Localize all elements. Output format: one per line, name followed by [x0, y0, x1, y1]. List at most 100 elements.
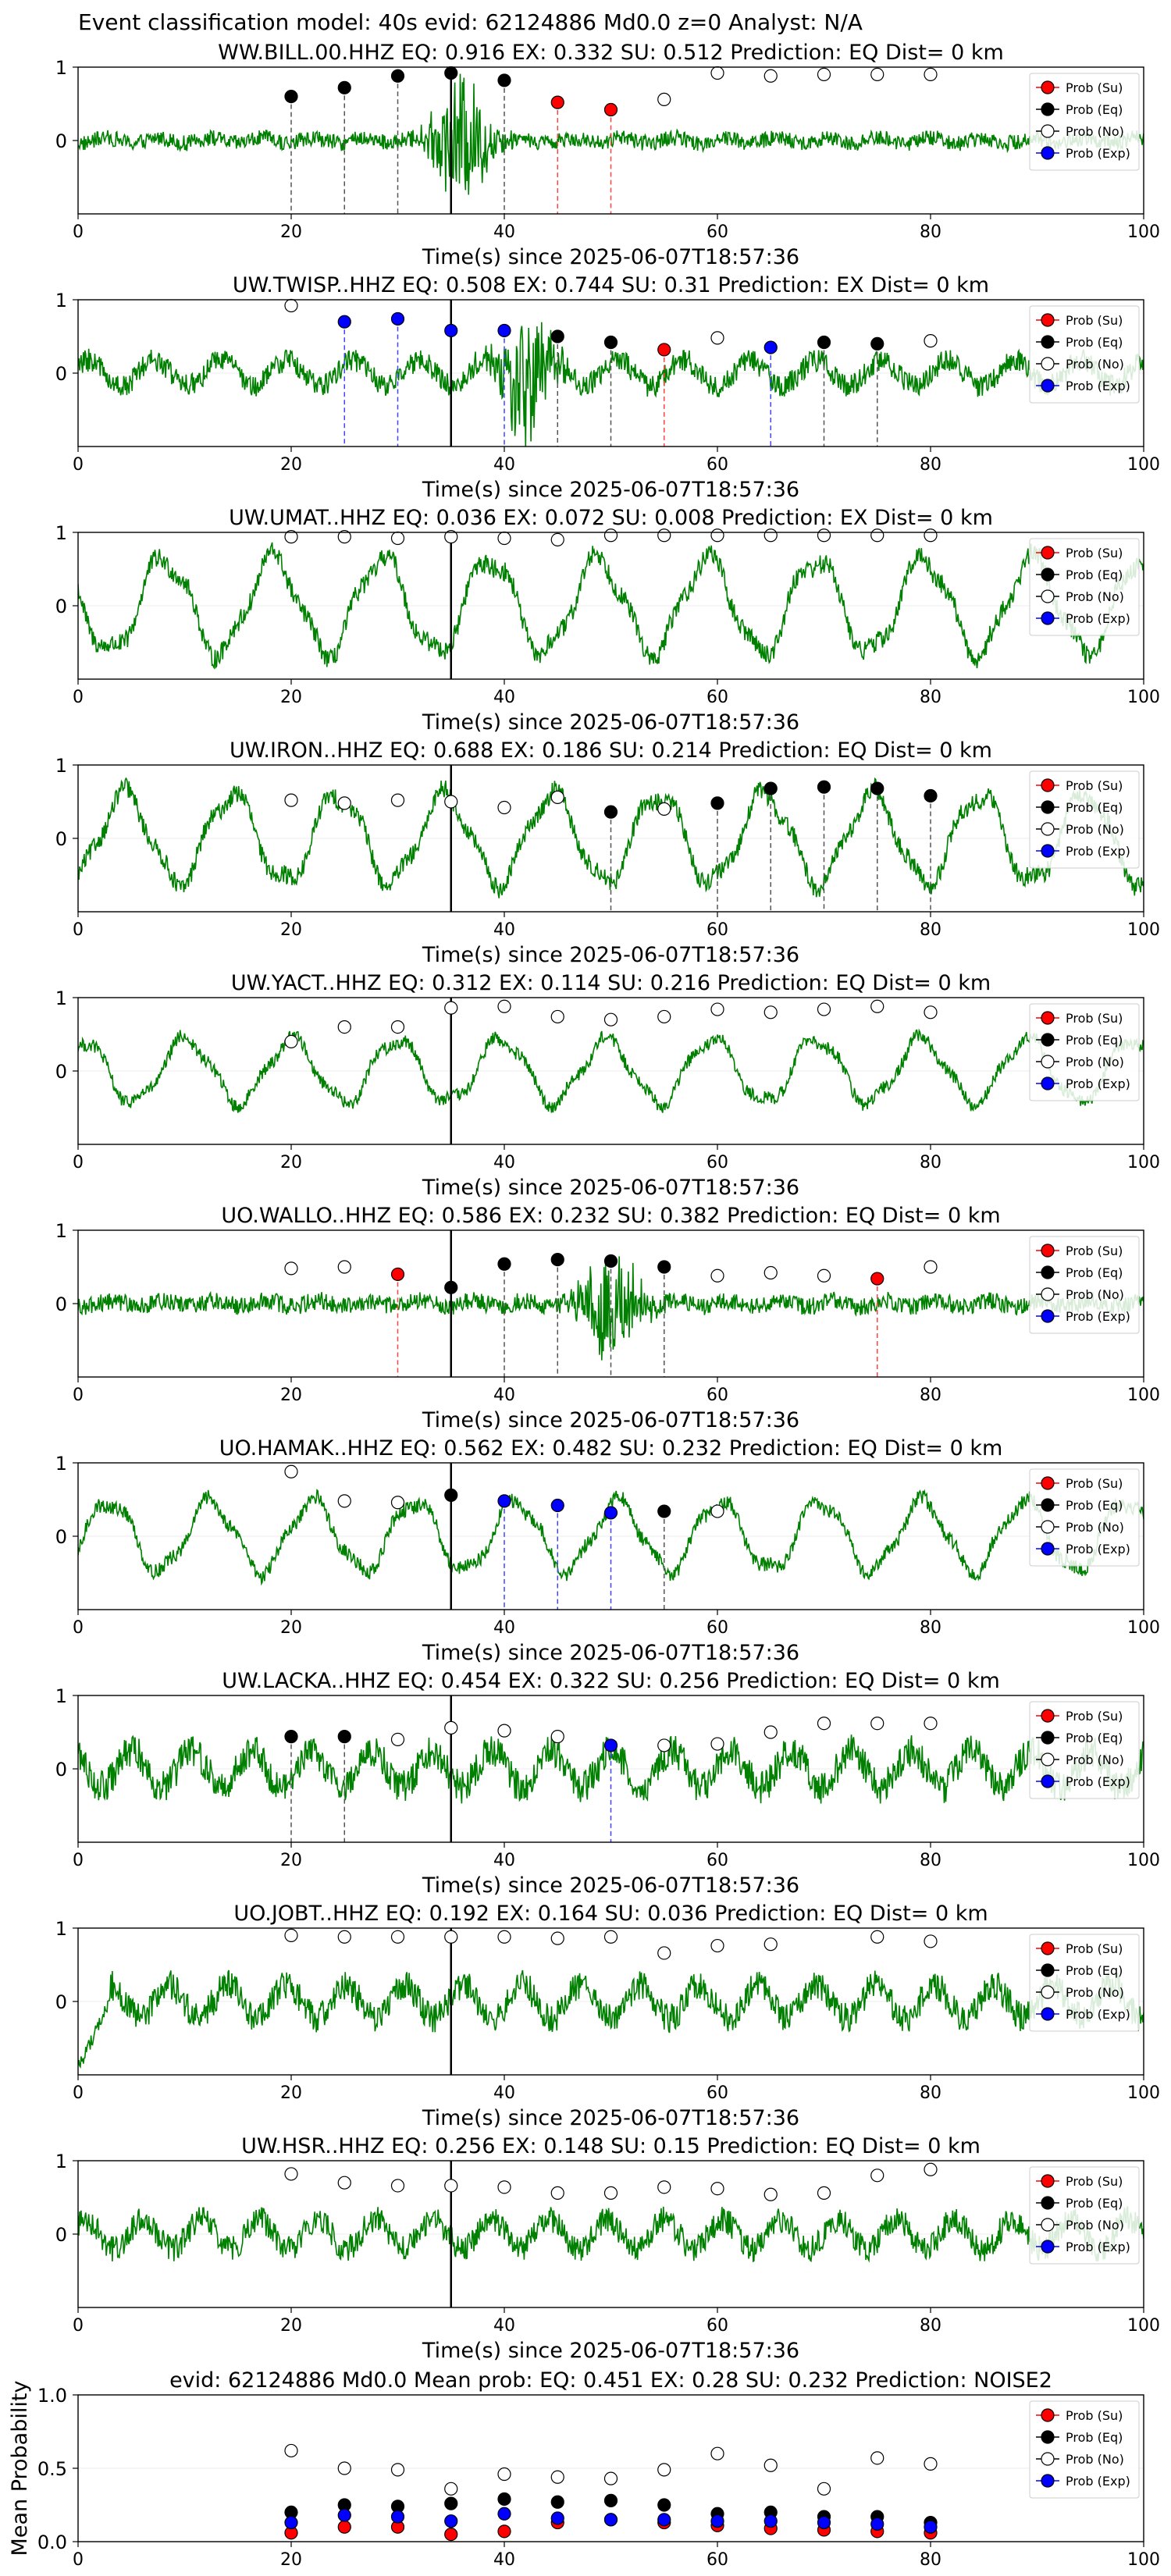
mean-prob-point	[870, 2451, 884, 2465]
legend-label: Prob (Exp)	[1066, 146, 1130, 161]
panel-legend: Prob (Su) Prob (Eq) Prob (No) Prob (Exp)	[1029, 305, 1140, 404]
legend-marker	[1041, 2452, 1055, 2466]
legend-marker	[1041, 546, 1055, 560]
probability-point	[657, 1946, 671, 1960]
legend-label: Prob (Su)	[1066, 546, 1123, 560]
x-tick-label: 80	[920, 920, 941, 940]
x-axis-label: Time(s) since 2025-06-07T18:57:36	[422, 1641, 799, 1665]
panel-legend: Prob (Su) Prob (Eq) Prob (No) Prob (Exp)	[1029, 1468, 1140, 1567]
probability-point	[337, 1494, 351, 1508]
legend-box	[1029, 2166, 1140, 2265]
probability-point	[763, 1937, 778, 1952]
probability-point	[444, 530, 458, 544]
panel-title: UW.UMAT..HHZ EQ: 0.036 EX: 0.072 SU: 0.0…	[229, 506, 993, 530]
probability-point	[550, 1009, 564, 1024]
y-tick-label: 0.5	[37, 2458, 67, 2480]
panel-title: WW.BILL.00.HHZ EQ: 0.916 EX: 0.332 SU: 0…	[218, 41, 1004, 65]
y-tick-label: 1	[55, 290, 67, 311]
probability-point	[390, 531, 405, 546]
mean-prob-point	[337, 2508, 351, 2522]
legend-marker	[1041, 124, 1055, 138]
x-tick-label: 80	[920, 2550, 941, 2570]
legend-marker	[1041, 1941, 1055, 1955]
probability-point	[603, 1506, 618, 1520]
probability-point	[924, 1717, 938, 1731]
panel-title: UO.JOBT..HHZ EQ: 0.192 EX: 0.164 SU: 0.0…	[233, 1902, 988, 1926]
probability-point	[710, 1938, 724, 1953]
probability-point	[710, 1268, 724, 1283]
probability-point	[710, 796, 724, 810]
station-panel-6: UO.WALLO..HHZ EQ: 0.586 EX: 0.232 SU: 0.…	[55, 1204, 1160, 1432]
legend-marker	[1041, 568, 1055, 582]
x-tick-label: 60	[707, 2083, 728, 2103]
probability-point	[710, 1002, 724, 1016]
legend-label: Prob (No)	[1066, 1520, 1124, 1535]
x-tick-label: 0	[73, 1153, 84, 1172]
mean-prob-point	[497, 2524, 511, 2539]
legend-marker	[1041, 2196, 1055, 2210]
probability-point	[657, 2180, 671, 2194]
probability-point	[550, 329, 564, 343]
x-tick-label: 0	[73, 688, 84, 707]
probability-point	[284, 1261, 298, 1276]
probability-point	[870, 2169, 884, 2183]
summary-legend: Prob (Su) Prob (Eq) Prob (No) Prob (Exp)	[1029, 2400, 1140, 2499]
panel-legend: Prob (Su) Prob (Eq) Prob (No) Prob (Exp)	[1029, 2166, 1140, 2265]
x-tick-label: 80	[920, 1153, 941, 1172]
y-tick-label: 0	[55, 1526, 67, 1548]
probability-point	[550, 1252, 564, 1267]
legend-marker	[1041, 2174, 1055, 2188]
probability-point	[603, 805, 618, 819]
legend-marker	[1041, 1963, 1055, 1977]
y-tick-label: 0	[55, 596, 67, 617]
summary-panel: evid: 62124886 Md0.0 Mean prob: EQ: 0.45…	[8, 2368, 1160, 2570]
panel-title: UW.LACKA..HHZ EQ: 0.454 EX: 0.322 SU: 0.…	[222, 1669, 1000, 1693]
probability-point	[924, 788, 938, 803]
x-tick-label: 0	[73, 455, 84, 475]
probability-point	[817, 528, 831, 543]
probability-point	[337, 530, 351, 544]
x-tick-label: 80	[920, 222, 941, 242]
probability-point	[497, 1257, 511, 1271]
x-tick-label: 0	[73, 1618, 84, 1638]
x-tick-label: 40	[493, 1618, 515, 1638]
probability-point	[497, 73, 511, 87]
probability-point	[763, 1725, 778, 1739]
x-axis-label: Time(s) since 2025-06-07T18:57:36	[422, 1176, 799, 1200]
probability-point	[444, 2179, 458, 2193]
legend-label: Prob (Su)	[1066, 1011, 1123, 1026]
probability-point	[710, 1504, 724, 1518]
legend-label: Prob (Exp)	[1066, 2007, 1130, 2022]
legend-marker	[1041, 2430, 1055, 2444]
legend-marker	[1041, 1476, 1055, 1490]
probability-point	[657, 92, 671, 106]
x-tick-label: 100	[1127, 2550, 1160, 2570]
y-tick-label: 1	[55, 522, 67, 544]
x-tick-label: 20	[280, 688, 302, 707]
x-tick-label: 80	[920, 1851, 941, 1870]
x-tick-label: 100	[1127, 455, 1160, 475]
legend-label: Prob (No)	[1066, 357, 1124, 372]
probability-point	[337, 1730, 351, 1744]
x-tick-label: 0	[73, 2550, 84, 2570]
legend-marker	[1041, 1033, 1055, 1047]
x-tick-label: 40	[493, 2083, 515, 2103]
legend-label: Prob (Eq)	[1066, 1963, 1123, 1978]
probability-point	[924, 1934, 938, 1948]
legend-marker	[1041, 611, 1055, 625]
station-panel-1: WW.BILL.00.HHZ EQ: 0.916 EX: 0.332 SU: 0…	[55, 41, 1160, 269]
legend-label: Prob (Eq)	[1066, 1498, 1123, 1513]
probability-point	[870, 336, 884, 350]
mean-prob-point	[444, 2514, 458, 2528]
x-tick-label: 60	[707, 688, 728, 707]
x-tick-label: 60	[707, 1851, 728, 1870]
probability-point	[284, 89, 298, 104]
x-tick-label: 60	[707, 455, 728, 475]
probability-point	[497, 1930, 511, 1944]
y-tick-label: 0	[55, 1061, 67, 1083]
probability-point	[390, 1019, 405, 1034]
waveform-trace	[78, 2206, 1144, 2263]
probability-point	[497, 2180, 511, 2194]
probability-point	[284, 1034, 298, 1049]
x-tick-label: 100	[1127, 2316, 1160, 2336]
